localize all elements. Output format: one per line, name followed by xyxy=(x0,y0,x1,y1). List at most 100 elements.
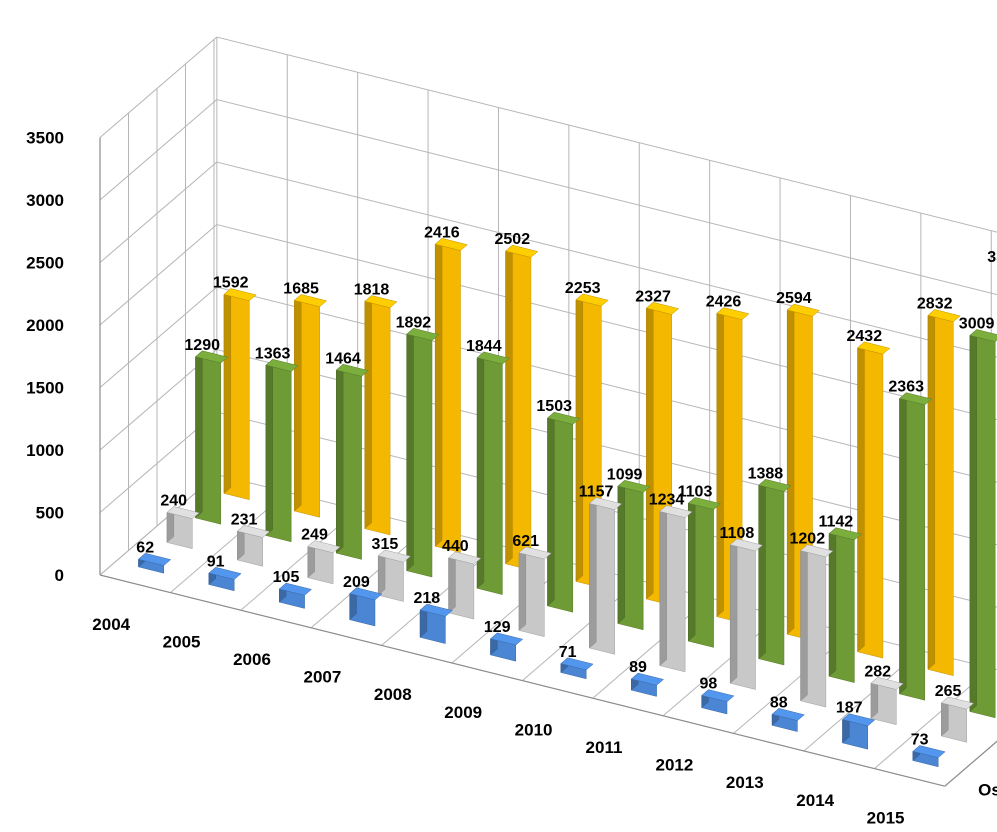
bar-ostatní-přestupky-2009 xyxy=(489,632,524,662)
bar-top-face xyxy=(419,603,453,617)
data-label: 2594 xyxy=(776,290,812,307)
bar-top-face xyxy=(236,525,271,538)
data-label: 2253 xyxy=(565,280,601,297)
x-tick-label: 2009 xyxy=(444,703,482,722)
bar-side-face xyxy=(294,293,302,512)
bar-top-face xyxy=(800,544,834,558)
bar-top-face xyxy=(645,302,680,315)
bar-side-face xyxy=(434,237,443,547)
data-label: 3009 xyxy=(959,316,995,333)
bar-top-face xyxy=(194,350,229,364)
y-tick-label: 2000 xyxy=(26,316,64,335)
bar-side-face xyxy=(589,496,597,649)
x-tick-label: 2015 xyxy=(867,808,905,827)
bar-side-face xyxy=(364,294,372,530)
data-label: 1685 xyxy=(283,281,319,298)
data-label: 73 xyxy=(911,732,929,749)
bar-top-face xyxy=(265,359,299,372)
y-tick-label: 0 xyxy=(55,566,64,585)
bar-celkem-2006 xyxy=(364,294,398,536)
x-axis-line xyxy=(99,574,945,787)
bar-side-face xyxy=(899,392,907,695)
data-label: 218 xyxy=(413,590,440,607)
data-label: 1388 xyxy=(748,465,784,482)
depth-axis-line xyxy=(944,740,997,787)
side-gridline xyxy=(99,224,218,326)
data-label: 1103 xyxy=(678,483,713,500)
bar-ostatní-přestupky-2005 xyxy=(208,566,242,592)
x-tick-label: 2006 xyxy=(233,650,271,669)
bar-side-face xyxy=(265,358,273,537)
bar-top-face xyxy=(898,392,933,406)
data-label: 1290 xyxy=(184,337,220,354)
x-tick-label: 2011 xyxy=(586,738,623,757)
x-tick-label: 2007 xyxy=(303,668,341,687)
data-label: 1099 xyxy=(607,466,643,483)
bar-veřejný-pořádek-2006 xyxy=(307,540,341,585)
series-depth-labels: Ostatní přestupkyVeřejný pořádekDopravaC… xyxy=(978,781,997,800)
bar-doprava-2014 xyxy=(898,392,933,701)
bar-side-face xyxy=(716,306,724,618)
series-label: Ostatní přestupky xyxy=(978,781,997,800)
bar-celkem-2008 xyxy=(505,244,539,571)
back-gridline xyxy=(216,36,997,233)
x-tick-label: 2012 xyxy=(655,756,693,775)
bar-side-face xyxy=(406,327,414,572)
bar-top-face xyxy=(434,238,468,251)
bar-side-face xyxy=(828,527,837,677)
bar-top-face xyxy=(377,549,411,563)
bar-top-face xyxy=(476,351,510,365)
bar-side-face xyxy=(857,341,865,653)
data-label: 89 xyxy=(629,659,647,676)
bar-side-face xyxy=(575,293,584,582)
bar-top-face xyxy=(137,553,172,566)
bar-top-face xyxy=(335,363,370,377)
data-label: 1363 xyxy=(255,345,291,362)
bar-top-face xyxy=(927,309,961,322)
data-label: 621 xyxy=(512,533,539,550)
bar-celkem-2014 xyxy=(927,308,961,677)
bar-side-face xyxy=(617,479,625,625)
bar-doprava-2011 xyxy=(687,496,722,648)
bar-side-face xyxy=(547,411,555,607)
data-label: 2502 xyxy=(495,231,531,248)
bar-top-face xyxy=(278,582,313,596)
bar-top-face xyxy=(617,480,651,493)
y-tick-label: 1500 xyxy=(26,379,64,398)
data-label: 1157 xyxy=(579,484,614,501)
data-label: 1202 xyxy=(790,531,826,548)
bar-top-face xyxy=(969,329,997,342)
data-label: 2832 xyxy=(917,296,953,313)
bar-doprava-2012 xyxy=(758,478,792,666)
bar-doprava-2007 xyxy=(406,327,440,578)
bar-top-face xyxy=(293,294,328,307)
bar-top-face xyxy=(448,551,482,565)
bar-top-face xyxy=(406,328,440,341)
x-tick-label: 2013 xyxy=(726,773,764,792)
bar-veřejný-pořádek-2010 xyxy=(588,496,623,655)
data-label: 105 xyxy=(273,569,300,586)
bar-top-face xyxy=(659,505,693,518)
data-label: 1108 xyxy=(720,525,755,542)
bar-side-face xyxy=(505,244,513,565)
data-label: 88 xyxy=(770,695,788,712)
bar-side-face xyxy=(518,546,527,631)
bar-doprava-2009 xyxy=(546,411,581,613)
bar-top-face xyxy=(546,411,581,425)
data-label: 71 xyxy=(559,644,577,661)
data-label: 1818 xyxy=(354,282,390,299)
bar-doprava-2008 xyxy=(476,351,510,595)
bar-top-face xyxy=(307,540,341,554)
bar-top-face xyxy=(729,538,763,552)
bar-top-face xyxy=(588,497,623,510)
x-tick-label: 2004 xyxy=(92,615,130,634)
bar-veřejný-pořádek-2011 xyxy=(659,504,693,673)
bar-side-face xyxy=(729,538,738,684)
bar-veřejný-pořádek-2005 xyxy=(236,524,271,567)
bar-veřejný-pořádek-2007 xyxy=(377,549,411,602)
bar-side-face xyxy=(969,328,977,713)
side-gridline xyxy=(99,36,218,138)
bar-side-face xyxy=(800,544,808,702)
back-gridline xyxy=(216,99,997,296)
